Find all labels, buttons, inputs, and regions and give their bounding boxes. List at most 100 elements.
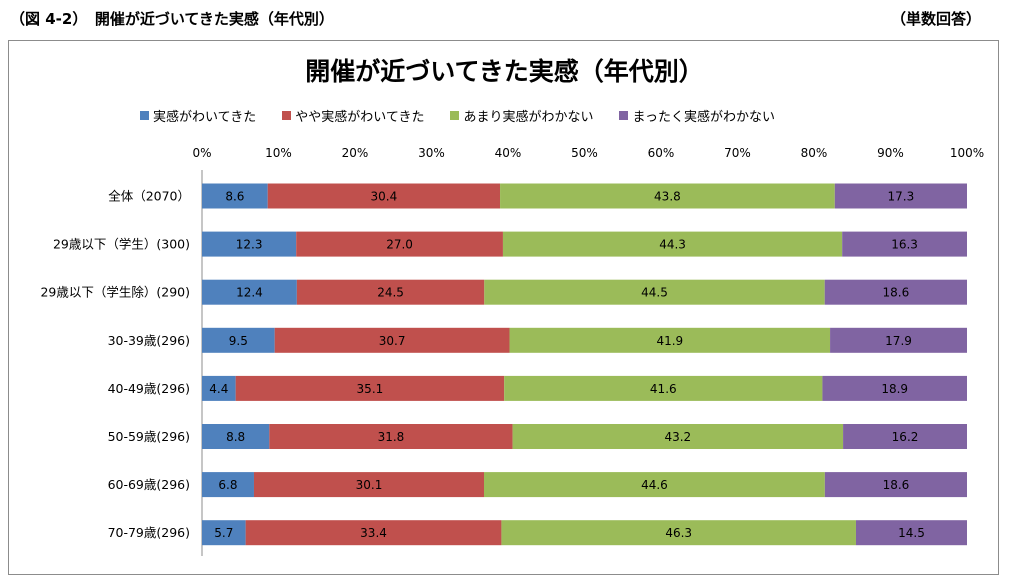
data-label: 17.3 — [888, 190, 915, 204]
data-label: 30.7 — [379, 334, 406, 348]
category-label: 30-39歳(296) — [108, 333, 190, 348]
bar-segment — [504, 375, 823, 401]
data-label: 31.8 — [378, 430, 405, 444]
data-label: 4.4 — [209, 382, 228, 396]
legend-label-series-4: まったく実感がわかない — [632, 110, 775, 125]
bar-segment — [202, 327, 275, 353]
legend-item-series-3: あまり実感がわかない — [450, 106, 593, 125]
data-label: 41.9 — [656, 334, 683, 348]
data-label: 27.0 — [386, 238, 413, 252]
data-label: 46.3 — [665, 526, 692, 540]
data-label: 8.6 — [225, 190, 244, 204]
legend-label-series-2: やや実感がわいてきた — [295, 110, 425, 125]
data-label: 43.2 — [664, 430, 691, 444]
category-label: 29歳以下（学生除）(290) — [40, 285, 190, 300]
x-tick-label: 50% — [571, 146, 598, 160]
data-label: 24.5 — [377, 286, 404, 300]
data-label: 14.5 — [898, 526, 925, 540]
x-tick-label: 10% — [265, 146, 292, 160]
bar-segment — [267, 183, 501, 209]
bar-segment — [824, 279, 967, 305]
x-tick-label: 40% — [495, 146, 522, 160]
chart-title: 開催が近づいてきた実感（年代別） — [305, 57, 704, 86]
x-tick-label: 90% — [877, 146, 904, 160]
x-tick-label: 70% — [724, 146, 751, 160]
x-tick-label: 100% — [950, 146, 984, 160]
bar-segment — [502, 231, 843, 257]
bar-segment — [202, 520, 246, 546]
data-label: 16.3 — [891, 238, 918, 252]
bar-segment — [202, 472, 254, 498]
category-label: 40-49歳(296) — [108, 381, 190, 396]
x-tick-label: 30% — [418, 146, 445, 160]
legend-item-series-4: まったく実感がわかない — [619, 106, 775, 125]
bar-segment — [296, 279, 485, 305]
legend-swatch-series-4 — [619, 111, 629, 120]
unit-note: （単数回答） — [890, 10, 981, 28]
legend-label-series-3: あまり実感がわかない — [463, 110, 594, 125]
bar-segment — [501, 520, 856, 546]
bar-segment — [830, 327, 967, 353]
data-label: 12.3 — [236, 238, 263, 252]
bar-segment — [509, 327, 831, 353]
bar-segment — [269, 424, 513, 449]
bar-segment — [202, 231, 297, 257]
category-label: 70-79歳(296) — [108, 525, 190, 540]
data-label: 5.7 — [214, 526, 233, 540]
data-label: 44.5 — [641, 286, 668, 300]
category-label: 29歳以下（学生）(300) — [53, 237, 190, 252]
data-label: 9.5 — [229, 334, 248, 348]
data-label: 18.9 — [881, 382, 908, 396]
data-label: 30.1 — [356, 478, 383, 492]
bar-segment — [843, 424, 967, 449]
bar-segment — [824, 472, 967, 498]
bar-segment — [202, 279, 297, 305]
bar-segment — [834, 183, 967, 209]
data-label: 43.8 — [654, 190, 681, 204]
category-label: 50-59歳(296) — [108, 429, 190, 444]
data-label: 17.9 — [885, 334, 912, 348]
x-tick-label: 60% — [648, 146, 675, 160]
bar-segment — [202, 183, 268, 209]
bar-segment — [822, 375, 967, 401]
bar-segment — [296, 231, 503, 257]
category-label: 60-69歳(296) — [108, 477, 190, 492]
legend: 実感がわいてきた やや実感がわいてきた あまり実感がわかない まったく実感がわか… — [140, 106, 801, 125]
legend-swatch-series-3 — [450, 111, 460, 120]
data-label: 18.6 — [883, 478, 910, 492]
bar-segment — [202, 375, 236, 401]
bar-segment — [500, 183, 835, 209]
data-label: 18.6 — [882, 286, 909, 300]
data-label: 44.6 — [641, 478, 668, 492]
bar-segment — [253, 472, 485, 498]
data-label: 41.6 — [650, 382, 677, 396]
figure-caption: （図 4-2） 開催が近づいてきた実感（年代別） — [10, 10, 334, 28]
bar-segment — [855, 520, 967, 546]
bar-segment — [274, 327, 510, 353]
legend-item-series-2: やや実感がわいてきた — [282, 106, 424, 125]
bar-segment — [842, 231, 967, 257]
x-tick-label: 80% — [801, 146, 828, 160]
x-tick-label: 0% — [192, 146, 211, 160]
data-label: 33.4 — [360, 526, 387, 540]
category-label: 全体（2070） — [108, 189, 190, 204]
data-label: 44.3 — [659, 238, 686, 252]
bar-segment — [235, 375, 505, 401]
bar-segment — [512, 424, 844, 449]
bar-segment — [484, 279, 825, 305]
data-label: 6.8 — [218, 478, 237, 492]
data-label: 8.8 — [226, 430, 245, 444]
bar-segment — [245, 520, 502, 546]
x-tick-label: 20% — [342, 146, 369, 160]
data-label: 35.1 — [357, 382, 384, 396]
legend-label-series-1: 実感がわいてきた — [153, 110, 257, 125]
data-label: 30.4 — [371, 190, 398, 204]
legend-swatch-series-1 — [140, 111, 149, 120]
legend-swatch-series-2 — [282, 111, 292, 120]
data-label: 16.2 — [892, 430, 919, 444]
legend-item-series-1: 実感がわいてきた — [140, 106, 256, 125]
bar-segment — [484, 472, 825, 498]
data-label: 12.4 — [236, 286, 263, 300]
bar-segment — [202, 424, 270, 449]
